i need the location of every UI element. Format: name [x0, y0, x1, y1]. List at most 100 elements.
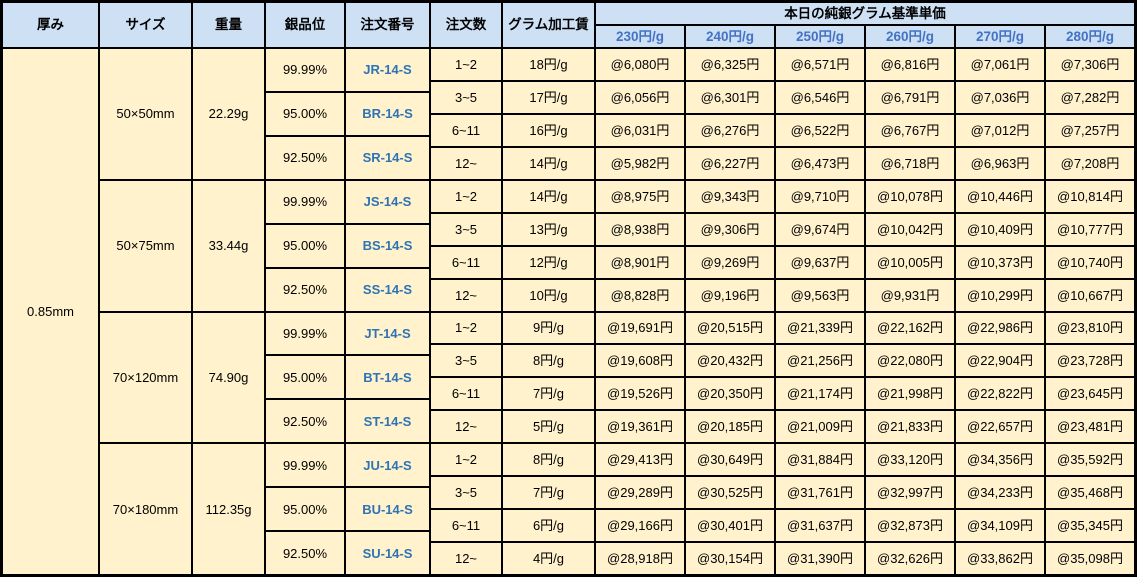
price-cell: @7,012円: [956, 114, 1044, 146]
price-cell: @10,299円: [956, 279, 1044, 311]
qty-cell: 3~5: [431, 81, 501, 113]
price-cell: @8,828円: [596, 279, 684, 311]
fee-cell: 16円/g: [503, 114, 594, 146]
price-cell: @6,473円: [776, 147, 864, 179]
price-cell: @10,814円: [1046, 180, 1134, 212]
fee-cell: 18円/g: [503, 49, 594, 80]
order-number-link[interactable]: ST-14-S: [346, 400, 429, 443]
order-number-link[interactable]: JT-14-S: [346, 312, 429, 355]
price-cell: @21,256円: [776, 345, 864, 377]
qty-cell: 1~2: [431, 180, 501, 212]
price-cell: @7,208円: [1046, 147, 1134, 179]
fee-cell: 7円/g: [503, 477, 594, 509]
price-cell: @9,710円: [776, 180, 864, 212]
fee-cell: 12円/g: [503, 246, 594, 278]
header-order-qty: 注文数: [431, 3, 501, 47]
fee-cell: 8円/g: [503, 345, 594, 377]
price-cell: @19,361円: [596, 411, 684, 443]
price-cell: @35,098円: [1046, 543, 1134, 574]
price-cell: @10,409円: [956, 213, 1044, 245]
price-cell: @21,174円: [776, 378, 864, 410]
weight-cell: 112.35g: [193, 444, 264, 574]
qty-cell: 6~11: [431, 510, 501, 542]
header-price-230: 230円/g: [596, 26, 684, 47]
purity-cell: 95.00%: [266, 488, 344, 531]
order-number-link[interactable]: SU-14-S: [346, 532, 429, 574]
price-cell: @31,637円: [776, 510, 864, 542]
purity-cell: 99.99%: [266, 49, 344, 91]
purity-cell: 92.50%: [266, 268, 344, 311]
purity-cell: 95.00%: [266, 92, 344, 135]
qty-cell: 1~2: [431, 444, 501, 476]
size-cell: 50×50mm: [100, 49, 191, 179]
price-cell: @6,767円: [866, 114, 954, 146]
order-number-link[interactable]: BT-14-S: [346, 356, 429, 399]
price-cell: @6,301円: [686, 81, 774, 113]
header-price-270: 270円/g: [956, 26, 1044, 47]
price-cell: @34,109円: [956, 510, 1044, 542]
order-number-link[interactable]: JU-14-S: [346, 444, 429, 487]
purity-cell: 99.99%: [266, 444, 344, 487]
size-cell: 50×75mm: [100, 180, 191, 311]
price-cell: @19,691円: [596, 312, 684, 344]
price-cell: @6,718円: [866, 147, 954, 179]
weight-cell: 33.44g: [193, 180, 264, 311]
price-cell: @23,645円: [1046, 378, 1134, 410]
price-cell: @22,904円: [956, 345, 1044, 377]
order-number-link[interactable]: JR-14-S: [346, 49, 429, 91]
price-cell: @6,522円: [776, 114, 864, 146]
price-cell: @6,080円: [596, 49, 684, 80]
price-cell: @10,005円: [866, 246, 954, 278]
purity-cell: 95.00%: [266, 224, 344, 267]
price-cell: @7,061円: [956, 49, 1044, 80]
price-cell: @9,637円: [776, 246, 864, 278]
price-cell: @6,571円: [776, 49, 864, 80]
price-cell: @32,626円: [866, 543, 954, 574]
fee-cell: 4円/g: [503, 543, 594, 574]
order-number-link[interactable]: BU-14-S: [346, 488, 429, 531]
price-cell: @33,120円: [866, 444, 954, 476]
purity-cell: 92.50%: [266, 400, 344, 443]
purity-cell: 92.50%: [266, 136, 344, 179]
price-cell: @30,525円: [686, 477, 774, 509]
price-cell: @20,350円: [686, 378, 774, 410]
order-number-link[interactable]: BS-14-S: [346, 224, 429, 267]
qty-cell: 3~5: [431, 213, 501, 245]
order-number-link[interactable]: BR-14-S: [346, 92, 429, 135]
order-number-link[interactable]: SS-14-S: [346, 268, 429, 311]
fee-cell: 13円/g: [503, 213, 594, 245]
qty-cell: 1~2: [431, 49, 501, 80]
fee-cell: 14円/g: [503, 180, 594, 212]
price-cell: @6,816円: [866, 49, 954, 80]
price-cell: @21,339円: [776, 312, 864, 344]
price-cell: @19,608円: [596, 345, 684, 377]
price-cell: @34,233円: [956, 477, 1044, 509]
price-cell: @35,468円: [1046, 477, 1134, 509]
price-cell: @23,810円: [1046, 312, 1134, 344]
price-cell: @9,563円: [776, 279, 864, 311]
price-cell: @21,009円: [776, 411, 864, 443]
header-base-price-group: 本日の純銀グラム基準単価: [596, 3, 1134, 24]
header-purity: 銀品位: [266, 3, 344, 47]
qty-cell: 12~: [431, 147, 501, 179]
price-cell: @20,185円: [686, 411, 774, 443]
header-gram-fee: グラム加工賃: [503, 3, 594, 47]
price-cell: @30,154円: [686, 543, 774, 574]
fee-cell: 9円/g: [503, 312, 594, 344]
price-cell: @31,884円: [776, 444, 864, 476]
price-cell: @30,649円: [686, 444, 774, 476]
header-thickness: 厚み: [3, 3, 98, 47]
order-number-link[interactable]: JS-14-S: [346, 180, 429, 223]
header-order-number: 注文番号: [346, 3, 429, 47]
price-cell: @29,166円: [596, 510, 684, 542]
price-cell: @5,982円: [596, 147, 684, 179]
price-cell: @28,918円: [596, 543, 684, 574]
qty-cell: 6~11: [431, 114, 501, 146]
price-cell: @8,901円: [596, 246, 684, 278]
weight-cell: 22.29g: [193, 49, 264, 179]
price-cell: @30,401円: [686, 510, 774, 542]
header-weight: 重量: [193, 3, 264, 47]
purity-cell: 92.50%: [266, 532, 344, 574]
price-cell: @6,325円: [686, 49, 774, 80]
order-number-link[interactable]: SR-14-S: [346, 136, 429, 179]
